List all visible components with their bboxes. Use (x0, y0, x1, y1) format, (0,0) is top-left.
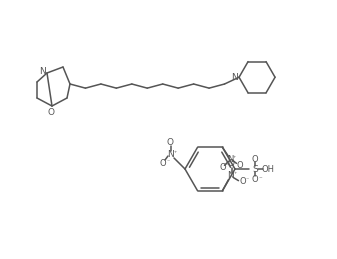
Text: N: N (39, 67, 45, 76)
Text: OH: OH (262, 164, 275, 174)
Text: O: O (236, 161, 243, 170)
Text: ⁺: ⁺ (173, 150, 177, 155)
Text: N: N (166, 149, 173, 159)
Text: ⁻: ⁻ (258, 176, 262, 182)
Text: N: N (231, 73, 238, 82)
Text: ⁺: ⁺ (233, 156, 236, 161)
Text: O: O (239, 177, 246, 186)
Text: S: S (252, 164, 258, 174)
Text: O: O (252, 175, 258, 183)
Text: ⁺: ⁺ (234, 172, 237, 177)
Text: O: O (166, 138, 174, 147)
Text: N: N (227, 171, 234, 180)
Text: O: O (219, 163, 226, 172)
Text: N: N (227, 155, 234, 164)
Text: O: O (160, 159, 166, 168)
Text: O: O (48, 107, 55, 117)
Text: ⁻: ⁻ (225, 165, 228, 170)
Text: ⁻: ⁻ (166, 161, 170, 166)
Text: O: O (227, 159, 234, 168)
Text: ⁻: ⁻ (246, 178, 249, 183)
Text: O: O (252, 155, 258, 163)
